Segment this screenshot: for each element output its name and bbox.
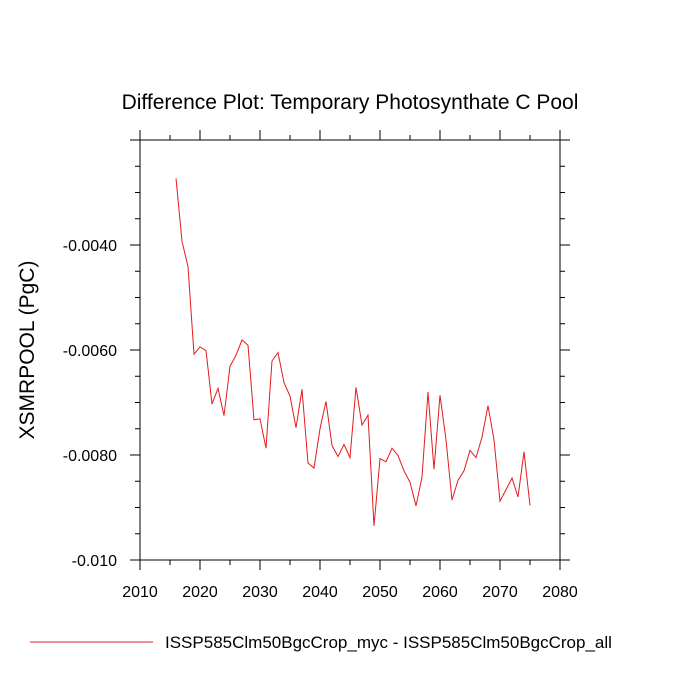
data-point: [421, 476, 422, 477]
axis-ticks: [130, 130, 570, 570]
x-tick-label: 2030: [242, 584, 278, 601]
data-point: [283, 382, 284, 383]
data-point: [313, 468, 314, 469]
data-point: [511, 478, 512, 479]
data-point: [337, 456, 338, 457]
data-point: [187, 266, 188, 267]
data-point: [223, 415, 224, 416]
data-point: [217, 388, 218, 389]
data-point: [289, 396, 290, 397]
data-point: [253, 419, 254, 420]
data-point: [499, 501, 500, 502]
data-point: [517, 496, 518, 497]
data-point: [391, 448, 392, 449]
data-point: [409, 482, 410, 483]
data-point: [193, 354, 194, 355]
data-point: [319, 428, 320, 429]
data-point: [523, 451, 524, 452]
y-tick-label: -0.010: [72, 553, 117, 570]
plot-frame: [139, 139, 561, 561]
data-point: [367, 415, 368, 416]
data-point: [457, 480, 458, 481]
data-point: [451, 500, 452, 501]
data-point: [247, 345, 248, 346]
data-point: [379, 458, 380, 459]
data-point: [427, 391, 428, 392]
data-point: [481, 437, 482, 438]
data-point: [385, 461, 386, 462]
x-tick-label: 2070: [482, 584, 518, 601]
legend-series-label: ISSP585Clm50BgcCrop_myc - ISSP585Clm50Bg…: [165, 633, 612, 652]
data-point: [439, 395, 440, 396]
data-point: [343, 444, 344, 445]
data-point: [229, 366, 230, 367]
data-point: [505, 489, 506, 490]
data-point: [235, 355, 236, 356]
data-point: [265, 448, 266, 449]
y-axis-label: XSMRPOOL (PgC): [16, 261, 39, 440]
data-point: [487, 405, 488, 406]
data-point: [181, 241, 182, 242]
data-point: [355, 387, 356, 388]
data-point: [463, 470, 464, 471]
data-point: [271, 360, 272, 361]
data-point: [295, 427, 296, 428]
x-tick-label: 2040: [302, 584, 338, 601]
x-tick-label: 2060: [422, 584, 458, 601]
data-point: [325, 401, 326, 402]
data-point: [175, 178, 176, 179]
y-axis-tick-labels: -0.010 -0.0080 -0.0060 -0.0040: [63, 238, 117, 570]
x-tick-label: 2050: [362, 584, 398, 601]
data-point: [259, 418, 260, 419]
chart-title: Difference Plot: Temporary Photosynthate…: [122, 91, 579, 114]
data-point: [445, 439, 446, 440]
y-tick-label: -0.0040: [63, 238, 117, 255]
x-axis-tick-labels: 2010 2020 2030 2040 2050 2060 2070 2080: [122, 584, 578, 601]
data-point: [241, 339, 242, 340]
data-point: [205, 350, 206, 351]
x-tick-label: 2010: [122, 584, 158, 601]
data-point: [433, 469, 434, 470]
series-line: [175, 178, 531, 526]
data-point: [469, 450, 470, 451]
y-tick-label: -0.0060: [63, 343, 117, 360]
x-tick-label: 2020: [182, 584, 218, 601]
data-point: [373, 525, 374, 526]
x-tick-label: 2080: [542, 584, 578, 601]
data-point: [349, 457, 350, 458]
data-point: [307, 462, 308, 463]
data-point: [331, 445, 332, 446]
data-point: [397, 455, 398, 456]
data-point: [277, 352, 278, 353]
data-point: [529, 505, 530, 506]
data-point: [475, 457, 476, 458]
series-layer: [175, 178, 531, 526]
data-point: [301, 389, 302, 390]
data-point: [361, 424, 362, 425]
data-point: [199, 346, 200, 347]
y-tick-label: -0.0080: [63, 448, 117, 465]
data-point: [415, 505, 416, 506]
data-point: [403, 470, 404, 471]
data-point: [493, 439, 494, 440]
data-point: [211, 403, 212, 404]
